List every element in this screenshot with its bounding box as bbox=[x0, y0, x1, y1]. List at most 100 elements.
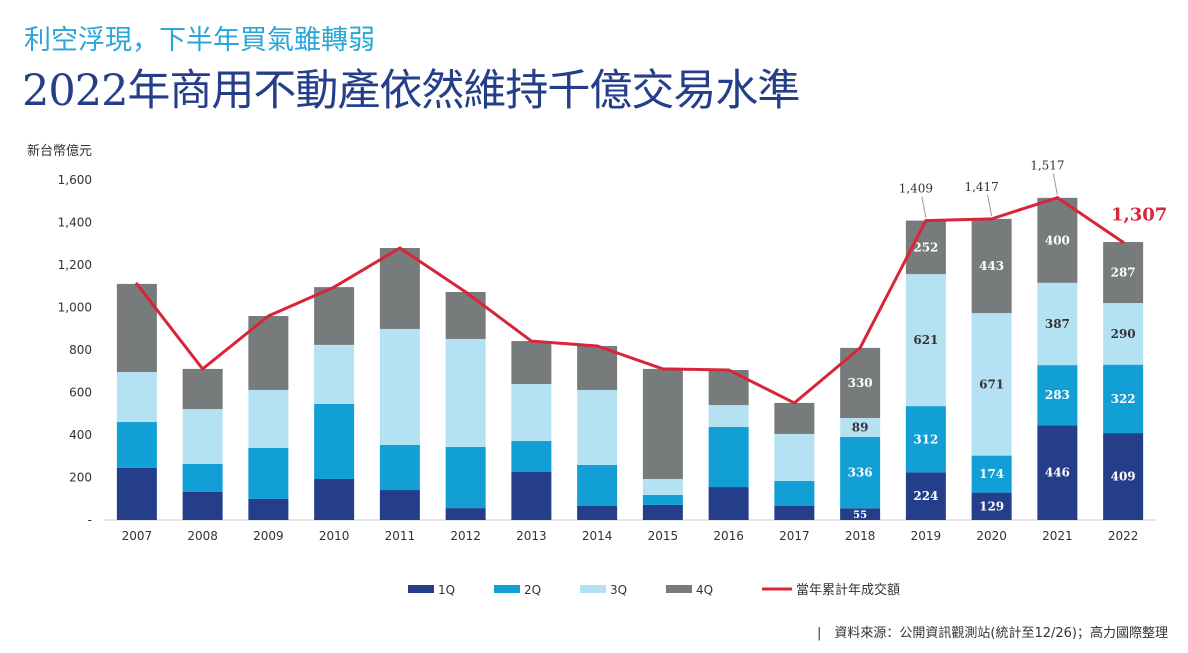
bar-2q-2008 bbox=[182, 463, 223, 492]
bar-2q-2017 bbox=[774, 480, 815, 506]
bar-3q-2010 bbox=[314, 344, 355, 404]
data-label: 621 bbox=[913, 333, 938, 347]
legend-label: 當年累計年成交額 bbox=[796, 582, 900, 598]
bar-1q-2015 bbox=[642, 504, 683, 520]
line-point-2013 bbox=[529, 339, 533, 343]
line-point-2021 bbox=[1055, 196, 1059, 200]
data-label: 409 bbox=[1111, 470, 1136, 484]
bar-1q-2016 bbox=[708, 487, 749, 520]
data-label: 55 bbox=[853, 510, 867, 521]
x-tick-label: 2010 bbox=[319, 529, 350, 543]
bar-3q-2017 bbox=[774, 433, 815, 481]
line-point-2012 bbox=[464, 290, 468, 294]
data-label: 252 bbox=[913, 240, 938, 254]
x-tick-label: 2020 bbox=[976, 529, 1007, 543]
total-label: 1,417 bbox=[964, 180, 998, 194]
data-label: 290 bbox=[1111, 327, 1136, 341]
legend-swatch-4q bbox=[666, 585, 692, 593]
y-tick-label: 1,400 bbox=[58, 216, 92, 230]
data-label: 283 bbox=[1045, 388, 1070, 402]
line-point-2010 bbox=[332, 285, 336, 289]
bar-4q-2010 bbox=[314, 287, 355, 345]
bar-3q-2019 bbox=[905, 274, 946, 407]
line-point-2015 bbox=[661, 367, 665, 371]
x-tick-label: 2016 bbox=[713, 529, 744, 543]
bar-2q-2013 bbox=[511, 440, 552, 472]
data-label: 446 bbox=[1045, 466, 1070, 480]
bar-2q-2020 bbox=[971, 455, 1012, 493]
data-label: 330 bbox=[848, 376, 873, 390]
chart-subtitle: 利空浮現，下半年買氣雖轉弱 bbox=[24, 25, 375, 56]
legend-swatch-3q bbox=[580, 585, 606, 593]
bar-4q-2012 bbox=[445, 291, 486, 339]
line-point-2007 bbox=[135, 282, 139, 286]
data-label: 443 bbox=[979, 259, 1004, 273]
bar-1q-2019 bbox=[905, 472, 946, 520]
legend-label: 1Q bbox=[438, 583, 455, 597]
x-tick-label: 2012 bbox=[450, 529, 481, 543]
line-point-2022 bbox=[1121, 240, 1125, 244]
bar-4q-2011 bbox=[379, 248, 420, 329]
y-tick-label: 1,000 bbox=[58, 301, 92, 315]
bar-3q-2015 bbox=[642, 478, 683, 495]
y-tick-label: 200 bbox=[69, 471, 92, 485]
bar-1q-2012 bbox=[445, 508, 486, 520]
x-tick-label: 2017 bbox=[779, 529, 810, 543]
bar-3q-2011 bbox=[379, 328, 420, 445]
bar-2q-2016 bbox=[708, 426, 749, 488]
y-tick-label: - bbox=[88, 513, 92, 527]
source-note: | 資料來源：公開資訊觀測站(統計至12/26)；高力國際整理 bbox=[817, 626, 1168, 641]
bar-1q-2009 bbox=[248, 498, 289, 520]
bar-4q-2021 bbox=[1037, 197, 1078, 283]
data-label: 129 bbox=[979, 499, 1004, 513]
data-label: 287 bbox=[1111, 266, 1136, 280]
y-tick-label: 1,200 bbox=[58, 258, 92, 272]
bar-3q-2009 bbox=[248, 389, 289, 448]
total-label-highlight: 1,307 bbox=[1111, 204, 1167, 225]
total-label: 1,517 bbox=[1030, 159, 1064, 173]
bar-4q-2016 bbox=[708, 369, 749, 406]
data-label: 671 bbox=[979, 377, 1004, 391]
y-axis-label: 新台幣億元 bbox=[27, 144, 93, 159]
bar-1q-2017 bbox=[774, 505, 815, 520]
data-label: 312 bbox=[913, 432, 938, 446]
bar-1q-2011 bbox=[379, 490, 420, 520]
data-label: 400 bbox=[1045, 233, 1070, 247]
bar-1q-2013 bbox=[511, 471, 552, 520]
legend-label: 2Q bbox=[524, 583, 541, 597]
bar-1q-2022 bbox=[1103, 433, 1144, 520]
bar-4q-2020 bbox=[971, 218, 1012, 314]
bar-2q-2009 bbox=[248, 447, 289, 499]
chart-title: 2022年商用不動產依然維持千億交易水準 bbox=[22, 66, 800, 116]
bar-3q-2008 bbox=[182, 409, 223, 464]
bar-2q-2015 bbox=[642, 494, 683, 505]
data-label: 322 bbox=[1111, 392, 1136, 406]
bar-1q-2018 bbox=[840, 508, 881, 520]
line-point-2011 bbox=[398, 246, 402, 250]
bar-3q-2020 bbox=[971, 313, 1012, 456]
legend-label: 3Q bbox=[610, 583, 627, 597]
leader-line bbox=[987, 194, 993, 216]
total-label: 1,409 bbox=[899, 182, 933, 196]
line-point-2018 bbox=[858, 346, 862, 350]
bar-3q-2016 bbox=[708, 405, 749, 427]
line-point-2014 bbox=[595, 344, 599, 348]
bar-3q-2014 bbox=[577, 389, 618, 465]
data-label: 224 bbox=[913, 489, 938, 503]
legend-swatch-1q bbox=[408, 585, 434, 593]
line-point-2008 bbox=[201, 367, 205, 371]
bar-4q-2007 bbox=[116, 283, 157, 373]
bar-3q-2012 bbox=[445, 338, 486, 447]
cumulative-line bbox=[135, 196, 1124, 405]
line-point-2017 bbox=[792, 401, 796, 405]
bar-3q-2021 bbox=[1037, 282, 1078, 366]
bar-1q-2010 bbox=[314, 478, 355, 520]
line-point-2016 bbox=[727, 368, 731, 372]
bar-2q-2012 bbox=[445, 446, 486, 509]
y-tick-label: 400 bbox=[69, 428, 92, 442]
x-tick-label: 2013 bbox=[516, 529, 547, 543]
x-tick-label: 2019 bbox=[911, 529, 942, 543]
bar-2q-2021 bbox=[1037, 365, 1078, 426]
bar-3q-2007 bbox=[116, 372, 157, 423]
